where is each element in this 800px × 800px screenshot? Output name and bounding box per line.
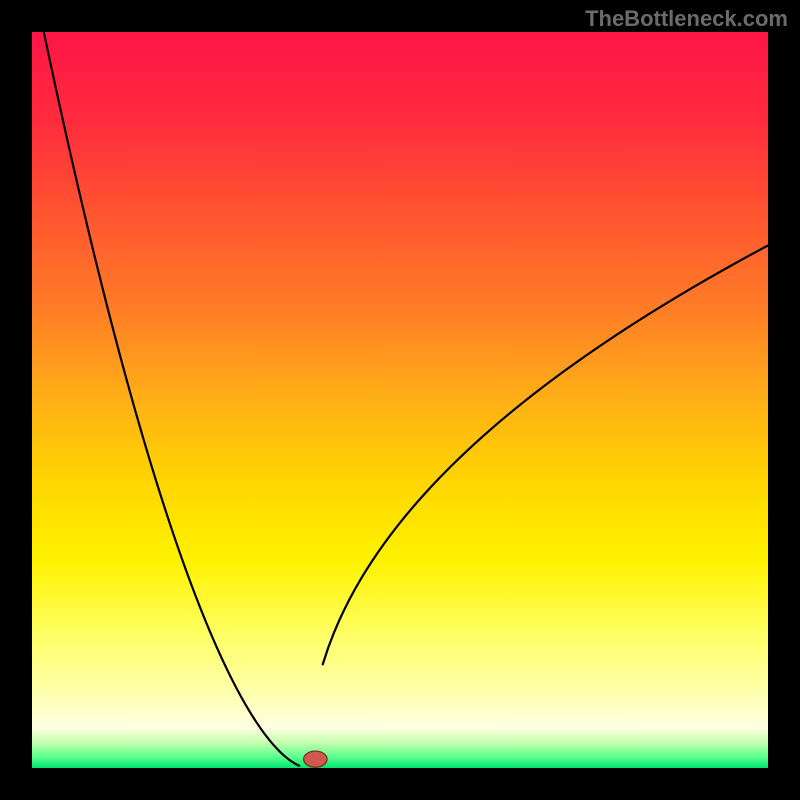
plot-area [32, 32, 768, 768]
gradient-background [32, 32, 768, 768]
chart-container: TheBottleneck.com [0, 0, 800, 800]
cusp-marker [304, 751, 328, 767]
plot-svg [32, 32, 768, 768]
watermark-text: TheBottleneck.com [585, 6, 788, 32]
